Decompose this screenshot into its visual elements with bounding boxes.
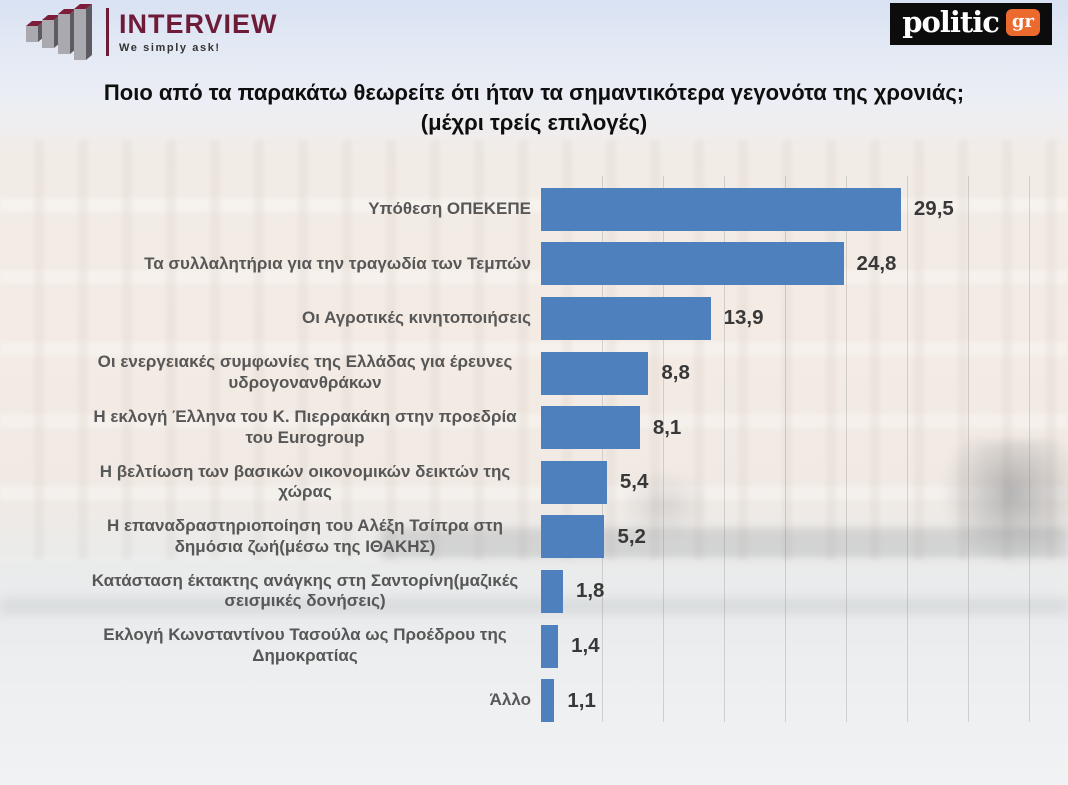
bar: [541, 406, 640, 450]
category-label-text: Οι ενεργειακές συμφωνίες της Ελλάδας για…: [97, 352, 513, 393]
category-label-text: Η εκλογή Έλληνα του Κ. Πιερρακάκη στην π…: [93, 406, 517, 447]
bar: [541, 351, 649, 395]
category-label: Κατάσταση έκτακτης ανάγκης στη Σαντορίνη…: [0, 571, 541, 612]
interview-tagline: We simply ask!: [119, 41, 221, 54]
category-label-text: Τα συλλαλητήρια για την τραγωδία των Τεμ…: [144, 253, 531, 273]
chart-title-line1: Ποιο από τα παρακάτω θεωρείτε ότι ήταν τ…: [103, 80, 965, 105]
bar-track: 1,1: [541, 679, 1068, 723]
bar-row: Κατάσταση έκτακτης ανάγκης στη Σαντορίνη…: [0, 564, 1068, 619]
bar-track: 24,8: [541, 242, 1068, 286]
category-label-text: Κατάσταση έκτακτης ανάγκης στη Σαντορίνη…: [91, 570, 519, 611]
gridline: [907, 176, 908, 722]
bar: [541, 679, 555, 723]
politic-wordmark: politic: [902, 5, 1000, 39]
logo-divider: [106, 8, 109, 56]
category-label: Οι Αγροτικές κινητοποιήσεις: [0, 308, 541, 329]
background-pavement: [0, 598, 1068, 614]
category-label: Εκλογή Κωνσταντίνου Τασούλα ως Προέδρου …: [0, 625, 541, 666]
gridline: [663, 176, 664, 722]
category-label: Οι ενεργειακές συμφωνίες της Ελλάδας για…: [0, 352, 541, 393]
value-label: 29,5: [913, 197, 954, 221]
chart-title-line2: (μέχρι τρείς επιλογές): [420, 109, 648, 135]
category-label: Υπόθεση ΟΠΕΚΕΠΕ: [0, 199, 541, 220]
gridline: [1029, 176, 1030, 722]
category-label: Η επαναδραστηριοποίηση του Αλέξη Τσίπρα …: [0, 516, 541, 557]
bar-row: Οι Αγροτικές κινητοποιήσεις 13,9: [0, 291, 1068, 346]
bar-row: Η βελτίωση των βασικών οικονομικών δεικτ…: [0, 455, 1068, 510]
category-label: Η βελτίωση των βασικών οικονομικών δεικτ…: [0, 462, 541, 503]
bar-track: 29,5: [541, 187, 1068, 231]
bar: [541, 242, 844, 286]
chart-title: Ποιο από τα παρακάτω θεωρείτε ότι ήταν τ…: [0, 78, 1068, 137]
value-label: 1,1: [567, 688, 596, 712]
bar-track: 1,4: [541, 624, 1068, 668]
value-label: 1,4: [571, 634, 600, 658]
background-wall: [380, 528, 1068, 558]
value-label: 5,2: [617, 524, 646, 548]
background-statue: [620, 470, 710, 540]
background-tree: [938, 440, 1068, 570]
bar-rows: Υπόθεση ΟΠΕΚΕΠΕ 29,5 Τα συλλαλητήρια για τ…: [0, 182, 1068, 728]
bar: [541, 515, 605, 559]
value-label: 1,8: [575, 579, 605, 603]
bar-track: 13,9: [541, 296, 1068, 340]
category-label-text: Η επαναδραστηριοποίηση του Αλέξη Τσίπρα …: [106, 516, 504, 556]
category-label: Τα συλλαλητήρια για την τραγωδία των Τεμ…: [0, 254, 541, 275]
bar-track: 5,4: [541, 460, 1068, 504]
interview-bars-icon: [26, 4, 92, 60]
bar-track: 1,8: [541, 569, 1068, 613]
interview-logo: INTERVIEW We simply ask!: [22, 4, 278, 60]
value-label: 24,8: [856, 251, 897, 275]
bar-track: 5,2: [541, 515, 1068, 559]
bar-row: Υπόθεση ΟΠΕΚΕΠΕ 29,5: [0, 182, 1068, 237]
bar-row: Οι ενεργειακές συμφωνίες της Ελλάδας για…: [0, 346, 1068, 401]
politic-gr-badge: gr: [1005, 9, 1040, 36]
gridline: [785, 176, 786, 722]
bar-row: Η εκλογή Έλληνα του Κ. Πιερρακάκη στην π…: [0, 400, 1068, 455]
bar: [541, 460, 607, 504]
bar: [541, 187, 901, 231]
category-label-text: Εκλογή Κωνσταντίνου Τασούλα ως Προέδρου …: [103, 625, 507, 666]
category-label-text: Οι Αγροτικές κινητοποιήσεις: [302, 308, 531, 328]
bar-row: Εκλογή Κωνσταντίνου Τασούλα ως Προέδρου …: [0, 619, 1068, 674]
category-label: Άλλο: [0, 690, 541, 711]
category-label-text: Υπόθεση ΟΠΕΚΕΠΕ: [368, 198, 531, 218]
bar-row: Άλλο 1,1: [0, 673, 1068, 728]
gridline: [968, 176, 969, 722]
value-label: 8,8: [661, 361, 690, 385]
category-label-text: Η βελτίωση των βασικών οικονομικών δεικτ…: [99, 461, 511, 502]
bar-row: Η επαναδραστηριοποίηση του Αλέξη Τσίπρα …: [0, 510, 1068, 565]
bar: [541, 624, 559, 668]
value-label: 13,9: [723, 306, 764, 330]
bar-track: 8,1: [541, 406, 1068, 450]
gridline: [724, 176, 725, 722]
politic-logo: politic gr: [890, 3, 1052, 45]
bar-row: Τα συλλαλητήρια για την τραγωδία των Τεμ…: [0, 237, 1068, 292]
category-label-text: Άλλο: [489, 690, 531, 710]
gridline: [846, 176, 847, 722]
bar: [541, 569, 563, 613]
interview-name: INTERVIEW: [119, 8, 278, 39]
category-label: Η εκλογή Έλληνα του Κ. Πιερρακάκη στην π…: [0, 407, 541, 448]
value-label: 5,4: [619, 470, 649, 494]
value-label: 8,1: [652, 415, 682, 439]
bar: [541, 296, 711, 340]
bar-track: 8,8: [541, 351, 1068, 395]
interview-wordmark: INTERVIEW We simply ask!: [119, 8, 278, 54]
